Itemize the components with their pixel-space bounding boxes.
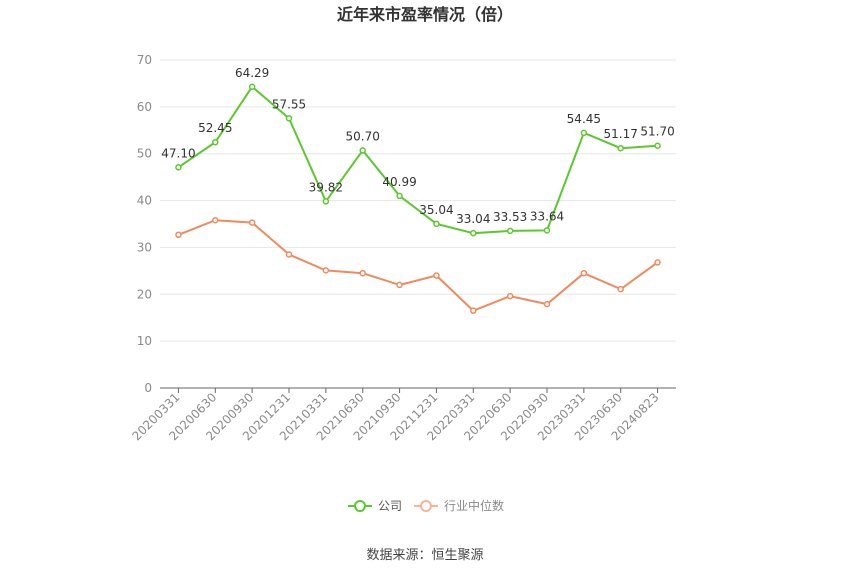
data-point-company[interactable]: [470, 229, 477, 237]
data-label: 39.82: [309, 180, 343, 194]
data-point-industry[interactable]: [543, 300, 551, 308]
data-point-industry[interactable]: [322, 267, 330, 274]
data-label: 40.99: [382, 175, 416, 189]
legend-item-industry[interactable]: 行业中位数: [414, 498, 504, 513]
data-point-company[interactable]: [175, 164, 182, 171]
data-point-industry[interactable]: [285, 251, 293, 258]
data-source: 数据来源：恒生聚源: [366, 548, 483, 563]
data-point-company[interactable]: [580, 129, 588, 137]
data-point-company[interactable]: [543, 227, 551, 234]
grid-lines: [160, 59, 676, 342]
data-point-company[interactable]: [506, 227, 514, 235]
data-label: 64.29: [235, 66, 269, 80]
series-line-company: [177, 85, 658, 235]
data-label: 47.10: [161, 146, 195, 160]
data-point-company[interactable]: [654, 142, 661, 149]
data-point-company[interactable]: [285, 115, 293, 122]
y-tick-label: 40: [137, 194, 152, 208]
data-label: 35.04: [419, 203, 453, 217]
data-point-industry[interactable]: [506, 292, 514, 300]
y-tick-label: 0: [144, 381, 152, 395]
legend-label-industry: 行业中位数: [444, 498, 504, 513]
data-point-company[interactable]: [617, 144, 624, 152]
data-point-industry[interactable]: [580, 269, 588, 277]
data-label: 54.45: [567, 112, 601, 126]
data-point-company[interactable]: [433, 220, 440, 228]
data-point-industry[interactable]: [212, 217, 219, 224]
y-tick-label: 60: [137, 100, 152, 114]
data-point-company[interactable]: [212, 138, 219, 146]
data-label: 51.17: [604, 127, 638, 141]
data-point-company[interactable]: [322, 198, 330, 205]
data-label: 52.45: [198, 121, 232, 135]
data-point-company[interactable]: [248, 83, 256, 91]
data-point-company[interactable]: [359, 147, 366, 154]
data-label: 50.70: [346, 129, 380, 143]
y-axis-ticks: 0 10 20 30 40 50 60 70: [137, 53, 152, 395]
data-label: 33.04: [456, 212, 490, 226]
data-label: 57.55: [272, 97, 306, 111]
y-tick-label: 50: [137, 147, 152, 161]
y-tick-label: 10: [137, 334, 152, 348]
y-tick-label: 70: [137, 53, 152, 67]
data-point-industry[interactable]: [654, 259, 661, 266]
legend-marker-industry: [420, 500, 432, 512]
data-point-industry[interactable]: [359, 269, 366, 277]
data-point-industry[interactable]: [470, 307, 477, 314]
data-point-industry[interactable]: [396, 281, 403, 289]
data-label: 33.53: [493, 210, 527, 224]
data-point-industry[interactable]: [617, 285, 624, 293]
chart-title: 近年来市盈率情况（倍）: [337, 5, 513, 24]
data-point-industry[interactable]: [175, 231, 182, 239]
y-tick-label: 20: [137, 287, 152, 301]
data-point-industry[interactable]: [248, 219, 256, 226]
series-line-industry: [178, 219, 659, 312]
legend-label-company: 公司: [378, 499, 402, 513]
series-lines: [175, 83, 661, 314]
legend-marker-company: [354, 500, 366, 512]
data-point-industry[interactable]: [433, 272, 440, 279]
data-label: 33.64: [530, 209, 564, 223]
data-point-company[interactable]: [396, 192, 403, 200]
legend: 公司 行业中位数: [348, 498, 504, 513]
x-axis-ticks: 2020033120200630202009302020123120210331…: [129, 388, 662, 443]
legend-item-company[interactable]: 公司: [348, 499, 402, 513]
y-tick-label: 30: [137, 240, 152, 254]
data-label: 51.70: [640, 125, 674, 139]
